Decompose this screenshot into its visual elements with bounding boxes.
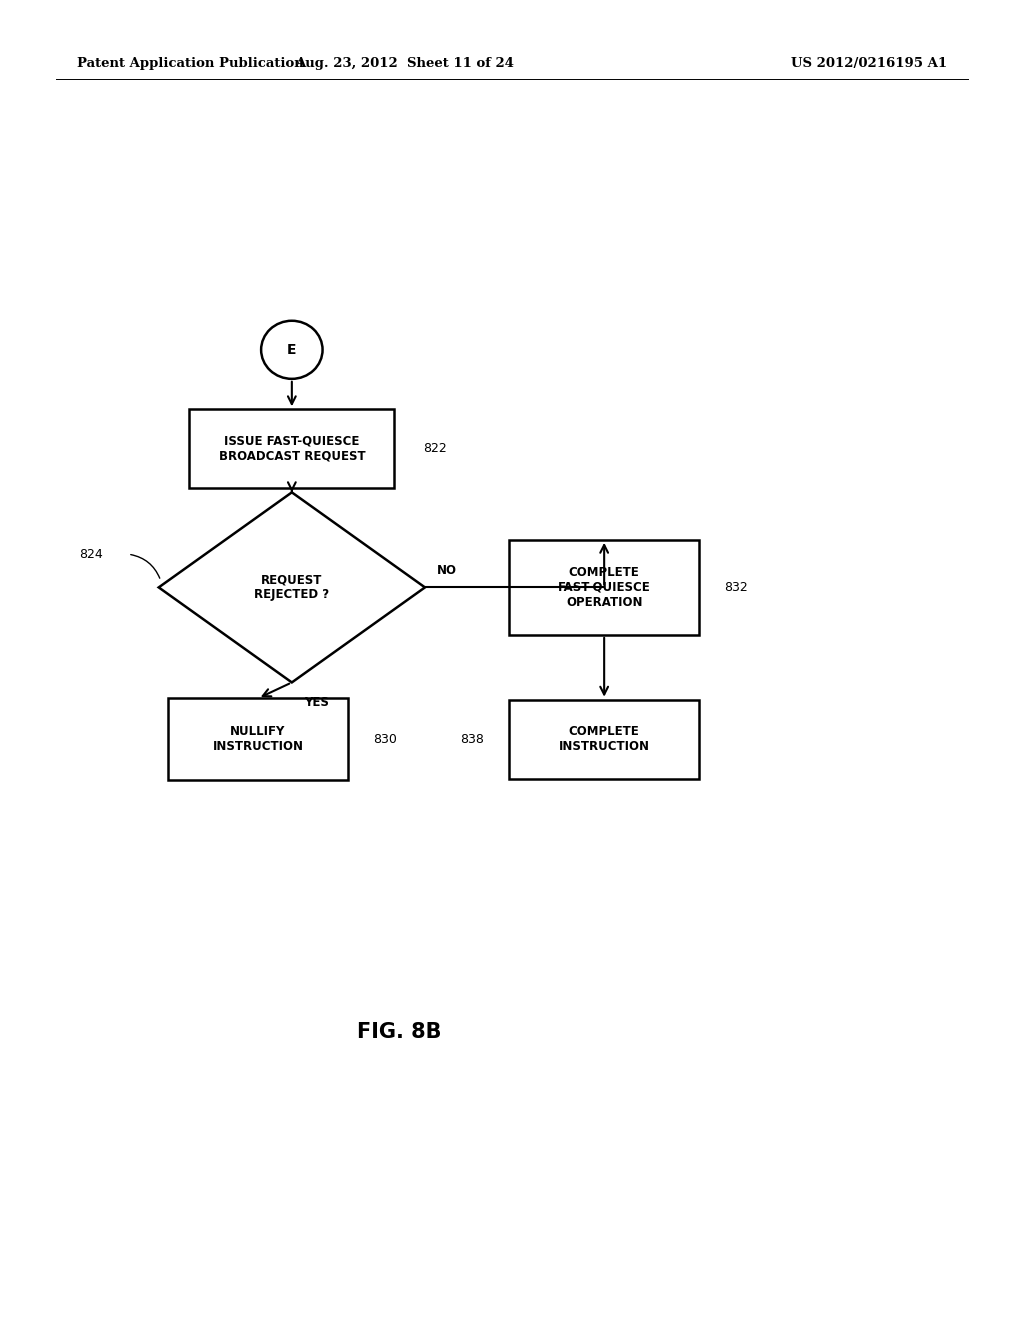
Text: Aug. 23, 2012  Sheet 11 of 24: Aug. 23, 2012 Sheet 11 of 24 bbox=[295, 57, 514, 70]
Bar bbox=[509, 540, 698, 635]
Text: 838: 838 bbox=[460, 733, 483, 746]
Text: FIG. 8B: FIG. 8B bbox=[357, 1022, 441, 1043]
Bar bbox=[168, 698, 348, 780]
Text: COMPLETE
FAST-QUIESCE
OPERATION: COMPLETE FAST-QUIESCE OPERATION bbox=[558, 566, 650, 609]
Text: YES: YES bbox=[304, 696, 329, 709]
Bar bbox=[509, 700, 698, 779]
Text: NO: NO bbox=[437, 564, 458, 577]
Text: E: E bbox=[287, 343, 297, 356]
Ellipse shape bbox=[261, 321, 323, 379]
Text: NULLIFY
INSTRUCTION: NULLIFY INSTRUCTION bbox=[213, 725, 303, 754]
Text: 830: 830 bbox=[374, 733, 397, 746]
Text: COMPLETE
INSTRUCTION: COMPLETE INSTRUCTION bbox=[559, 725, 649, 754]
Text: Patent Application Publication: Patent Application Publication bbox=[77, 57, 303, 70]
Text: ISSUE FAST-QUIESCE
BROADCAST REQUEST: ISSUE FAST-QUIESCE BROADCAST REQUEST bbox=[218, 434, 366, 463]
Polygon shape bbox=[159, 492, 425, 682]
Text: 822: 822 bbox=[423, 442, 446, 455]
Text: REQUEST
REJECTED ?: REQUEST REJECTED ? bbox=[254, 573, 330, 602]
Bar bbox=[189, 409, 394, 488]
Text: 824: 824 bbox=[79, 548, 102, 561]
Text: US 2012/0216195 A1: US 2012/0216195 A1 bbox=[792, 57, 947, 70]
Text: 832: 832 bbox=[725, 581, 749, 594]
